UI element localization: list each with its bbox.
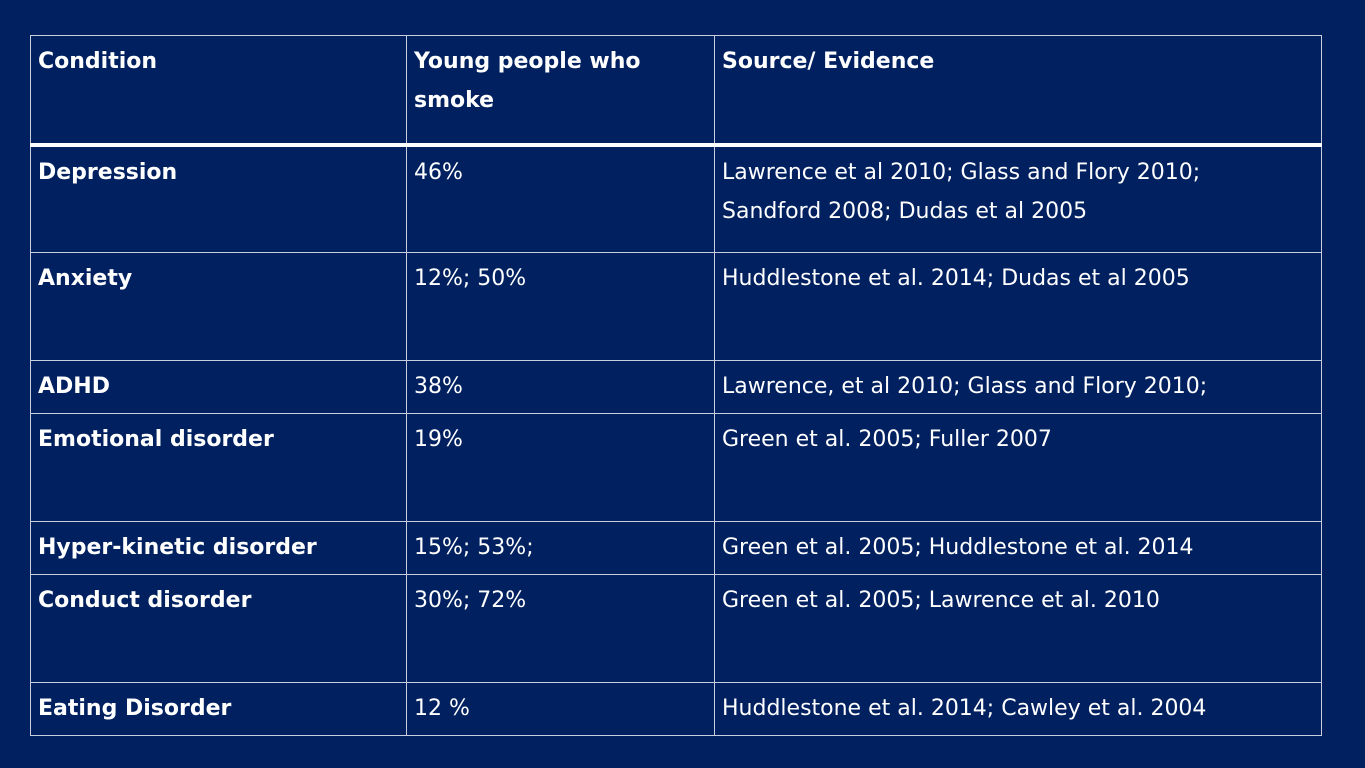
condition-cell: Depression: [30, 144, 407, 253]
header-young-people-who-smoke: Young people who smoke: [406, 35, 715, 147]
source-cell: Lawrence et al 2010; Glass and Flory 201…: [714, 144, 1322, 253]
header-smokers-label: Young people who smoke: [414, 49, 641, 113]
header-source-evidence: Source/ Evidence: [714, 35, 1322, 147]
condition-cell: Hyper-kinetic disorder: [30, 521, 407, 575]
source-cell: Lawrence, et al 2010; Glass and Flory 20…: [714, 360, 1322, 414]
smokers-cell: 19%: [406, 413, 715, 522]
smokers-cell: 15%; 53%;: [406, 521, 715, 575]
source-line: Lawrence et al 2010; Glass and Flory 201…: [722, 159, 1201, 185]
source-cell: Huddlestone et al. 2014; Dudas et al 200…: [714, 252, 1322, 361]
condition-cell: Conduct disorder: [30, 574, 407, 683]
table-row: Emotional disorder 19% Green et al. 2005…: [30, 413, 1322, 522]
table-row: Conduct disorder 30%; 72% Green et al. 2…: [30, 574, 1322, 683]
smokers-cell: 12%; 50%: [406, 252, 715, 361]
table-row: Depression 46% Lawrence et al 2010; Glas…: [30, 144, 1322, 253]
smokers-cell: 30%; 72%: [406, 574, 715, 683]
table-header-row: Condition Young people who smoke Source/…: [30, 35, 1322, 147]
source-cell: Green et al. 2005; Huddlestone et al. 20…: [714, 521, 1322, 575]
table-row: Hyper-kinetic disorder 15%; 53%; Green e…: [30, 521, 1322, 575]
condition-cell: ADHD: [30, 360, 407, 414]
table-row: ADHD 38% Lawrence, et al 2010; Glass and…: [30, 360, 1322, 414]
header-condition: Condition: [30, 35, 407, 147]
smokers-cell: 12 %: [406, 682, 715, 736]
condition-cell: Anxiety: [30, 252, 407, 361]
source-cell: Huddlestone et al. 2014; Cawley et al. 2…: [714, 682, 1322, 736]
table-row: Anxiety 12%; 50% Huddlestone et al. 2014…: [30, 252, 1322, 361]
condition-cell: Eating Disorder: [30, 682, 407, 736]
smokers-cell: 38%: [406, 360, 715, 414]
source-line: Sandford 2008; Dudas et al 2005: [722, 198, 1088, 224]
source-cell: Green et al. 2005; Fuller 2007: [714, 413, 1322, 522]
table-row: Eating Disorder 12 % Huddlestone et al. …: [30, 682, 1322, 736]
condition-cell: Emotional disorder: [30, 413, 407, 522]
source-cell: Green et al. 2005; Lawrence et al. 2010: [714, 574, 1322, 683]
smokers-cell: 46%: [406, 144, 715, 253]
mental-health-smoking-table: Condition Young people who smoke Source/…: [30, 35, 1322, 736]
